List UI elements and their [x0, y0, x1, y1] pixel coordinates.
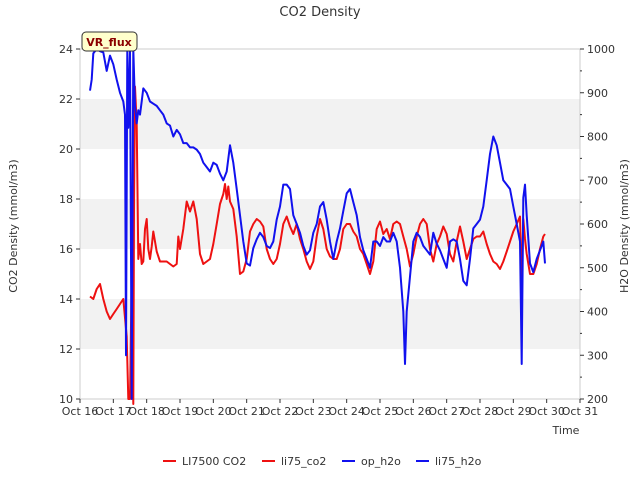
- x-tick-label: Oct 18: [128, 405, 165, 418]
- chart-title: CO2 Density: [279, 5, 360, 20]
- background-bands: [80, 99, 580, 349]
- x-tick-label: Oct 20: [195, 405, 232, 418]
- grid-band: [80, 99, 580, 149]
- left-tick-label: 10: [59, 393, 73, 406]
- legend-item: op_h2o: [342, 455, 401, 468]
- legend-item: LI7500 CO2: [163, 455, 246, 468]
- x-tick-label: Oct 27: [428, 405, 465, 418]
- left-tick-label: 12: [59, 343, 73, 356]
- series-line-li75-h2o: [89, 48, 546, 400]
- x-tick-label: Oct 16: [62, 405, 99, 418]
- left-tick-label: 22: [59, 93, 73, 106]
- right-tick-label: 400: [587, 306, 608, 319]
- left-tick-label: 24: [59, 43, 73, 56]
- legend-label: LI7500 CO2: [182, 455, 246, 468]
- right-tick-label: 800: [587, 131, 608, 144]
- legend-item: li75_h2o: [416, 455, 482, 468]
- x-tick-label: Oct 25: [362, 405, 399, 418]
- x-tick-label: Oct 30: [528, 405, 565, 418]
- left-tick-label: 20: [59, 143, 73, 156]
- x-tick-label: Oct 19: [162, 405, 199, 418]
- legend: LI7500 CO2 li75_co2 op_h2o li75_h2o: [163, 455, 482, 468]
- left-axis-ticks: 10 12 14 16 18 20 22 24: [59, 43, 80, 406]
- left-tick-label: 14: [59, 293, 73, 306]
- legend-label: li75_co2: [281, 455, 326, 468]
- x-tick-label: Oct 17: [95, 405, 132, 418]
- grid-band: [80, 299, 580, 349]
- legend-label: li75_h2o: [435, 455, 482, 468]
- x-axis-label: Time: [552, 424, 580, 437]
- x-tick-label: Oct 22: [262, 405, 299, 418]
- left-tick-label: 18: [59, 193, 73, 206]
- right-tick-label: 200: [587, 393, 608, 406]
- x-tick-label: Oct 26: [395, 405, 432, 418]
- legend-label: op_h2o: [361, 455, 401, 468]
- x-tick-label: Oct 24: [328, 405, 365, 418]
- annotation-label: VR_flux: [86, 36, 132, 49]
- y-axis-label-right: H2O Density (mmol/m3): [618, 159, 631, 293]
- x-tick-label: Oct 23: [295, 405, 332, 418]
- right-tick-label: 300: [587, 349, 608, 362]
- y-axis-label-left: CO2 Density (mmol/m3): [7, 159, 20, 292]
- right-axis-ticks: 200 300 400 500 600 700 800 900 1000: [580, 43, 615, 406]
- annotation-box: VR_flux: [81, 31, 138, 52]
- right-tick-label: 700: [587, 174, 608, 187]
- legend-item: li75_co2: [262, 455, 326, 468]
- x-tick-label: Oct 28: [462, 405, 499, 418]
- x-tick-label: Oct 29: [495, 405, 532, 418]
- x-tick-label: Oct 31: [562, 405, 599, 418]
- right-tick-label: 1000: [587, 43, 615, 56]
- left-tick-label: 16: [59, 243, 73, 256]
- x-tick-label: Oct 21: [228, 405, 265, 418]
- right-tick-label: 600: [587, 218, 608, 231]
- right-tick-label: 500: [587, 262, 608, 275]
- right-tick-label: 900: [587, 87, 608, 100]
- series-lines: [89, 48, 546, 405]
